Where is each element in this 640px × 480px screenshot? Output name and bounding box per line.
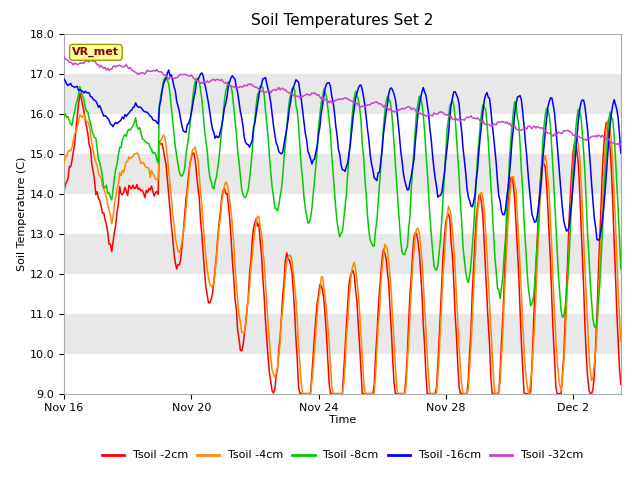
- Bar: [64, 34, 621, 73]
- Bar: [64, 234, 621, 274]
- Bar: [64, 354, 621, 394]
- Title: Soil Temperatures Set 2: Soil Temperatures Set 2: [252, 13, 433, 28]
- Bar: [64, 313, 621, 354]
- Bar: [64, 73, 621, 114]
- Y-axis label: Soil Temperature (C): Soil Temperature (C): [17, 156, 27, 271]
- Bar: [64, 114, 621, 154]
- X-axis label: Time: Time: [329, 415, 356, 425]
- Bar: [64, 154, 621, 193]
- Text: VR_met: VR_met: [72, 47, 119, 58]
- Legend: Tsoil -2cm, Tsoil -4cm, Tsoil -8cm, Tsoil -16cm, Tsoil -32cm: Tsoil -2cm, Tsoil -4cm, Tsoil -8cm, Tsoi…: [97, 446, 588, 465]
- Bar: [64, 193, 621, 234]
- Bar: [64, 274, 621, 313]
